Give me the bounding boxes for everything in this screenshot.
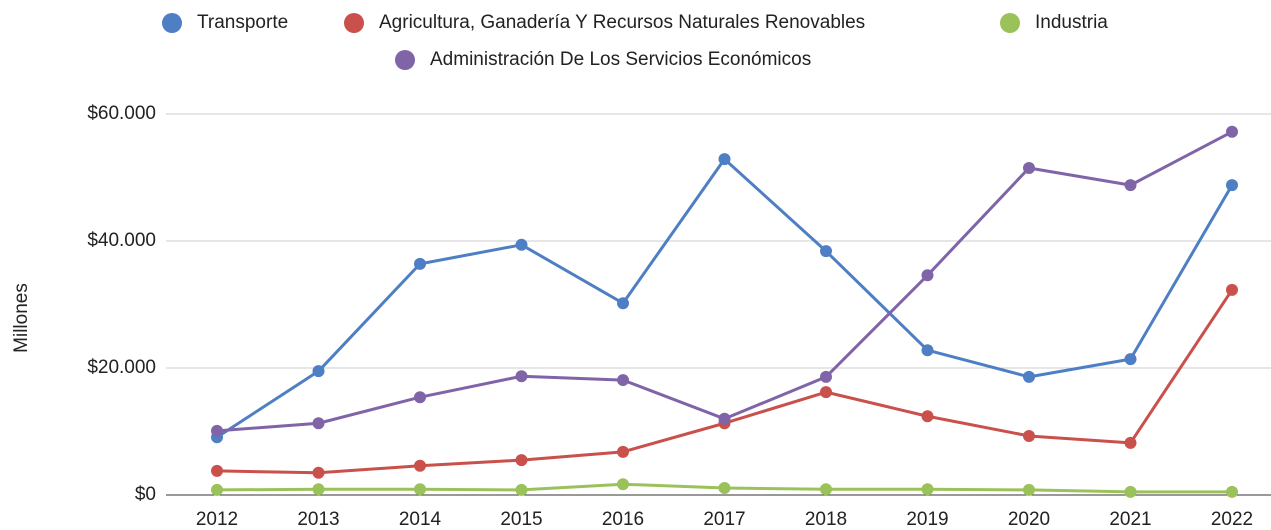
data-point — [312, 483, 325, 496]
data-point — [312, 466, 325, 479]
data-point — [617, 374, 629, 387]
x-tick-label: 2017 — [703, 509, 745, 530]
x-tick-label: 2013 — [297, 509, 339, 530]
data-point — [820, 386, 832, 399]
data-point — [414, 483, 426, 496]
data-point — [718, 412, 731, 425]
data-point — [1124, 436, 1137, 449]
data-point — [312, 365, 325, 378]
legend-label: Administración De Los Servicios Económic… — [430, 49, 811, 70]
data-point — [921, 344, 934, 357]
y-tick-label: $20.000 — [87, 357, 156, 378]
x-tick-label: 2019 — [906, 509, 948, 530]
x-tick-label: 2012 — [196, 509, 238, 530]
data-point — [921, 483, 934, 496]
data-point — [515, 370, 528, 383]
data-point — [1124, 179, 1137, 192]
data-point — [718, 153, 731, 166]
series-line — [216, 130, 1233, 433]
data-point — [1226, 125, 1238, 138]
legend-marker — [162, 13, 182, 33]
data-point — [1023, 161, 1035, 174]
data-point — [617, 297, 629, 310]
data-point — [718, 482, 731, 495]
legend-marker — [344, 13, 364, 33]
data-point — [1124, 485, 1137, 498]
x-tick-label: 2020 — [1008, 509, 1050, 530]
data-point — [414, 459, 426, 472]
x-tick-label: 2016 — [602, 509, 644, 530]
data-point — [515, 483, 528, 496]
legend-marker — [1000, 13, 1020, 33]
data-point — [617, 478, 629, 491]
data-point — [211, 424, 223, 437]
data-point — [211, 464, 223, 477]
y-tick-label: $0 — [135, 484, 156, 505]
y-tick-label: $40.000 — [87, 230, 156, 251]
data-point — [515, 454, 528, 467]
data-point — [820, 370, 832, 383]
legend-marker — [395, 50, 415, 70]
data-point — [1226, 179, 1238, 192]
x-tick-label: 2022 — [1211, 509, 1253, 530]
x-tick-label: 2021 — [1109, 509, 1151, 530]
legend-label: Industria — [1035, 12, 1108, 33]
data-point — [921, 269, 934, 282]
data-point — [1023, 370, 1035, 383]
data-point — [414, 257, 426, 270]
data-point — [1124, 353, 1137, 366]
y-tick-label: $60.000 — [87, 103, 156, 124]
y-axis-label: Millones — [11, 283, 32, 353]
legend-label: Transporte — [197, 12, 288, 33]
data-point — [312, 417, 325, 430]
data-point — [1226, 485, 1238, 498]
x-tick-label: 2015 — [500, 509, 542, 530]
data-point — [1023, 429, 1035, 442]
data-point — [617, 445, 629, 458]
data-point — [921, 410, 934, 423]
data-point — [515, 238, 528, 251]
data-point — [211, 483, 223, 496]
data-point — [1226, 283, 1238, 296]
data-point — [1023, 483, 1035, 496]
data-point — [414, 391, 426, 404]
series-line — [216, 157, 1234, 439]
data-point — [820, 483, 832, 496]
x-tick-label: 2018 — [805, 509, 847, 530]
x-tick-label: 2014 — [399, 509, 442, 530]
legend-label: Agricultura, Ganadería Y Recursos Natura… — [379, 12, 865, 33]
data-point — [820, 245, 832, 258]
